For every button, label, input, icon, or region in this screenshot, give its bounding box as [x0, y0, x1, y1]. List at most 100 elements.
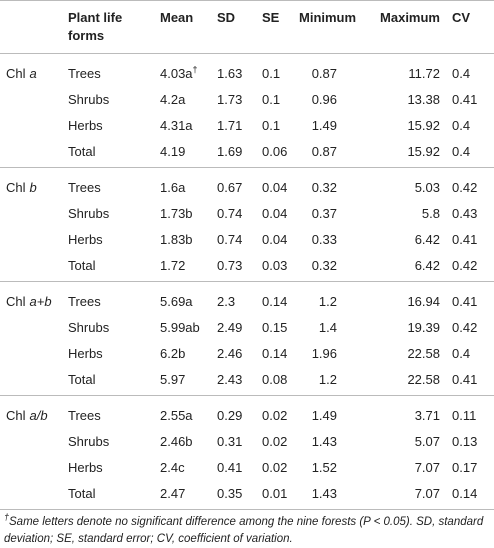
table-row: Shrubs 4.2a 1.73 0.1 0.96 13.38 0.41 — [0, 87, 494, 113]
group-label-cell — [0, 227, 62, 253]
value-cell: 4.03a† — [154, 53, 211, 87]
group-label-cell — [0, 253, 62, 282]
group-label-cell — [0, 429, 62, 455]
value-cell: 0.32 — [299, 167, 343, 201]
group-label-cell — [0, 315, 62, 341]
data-table: Plant life forms Mean SD SE Minimum Maximum CV… — [0, 0, 494, 509]
group-label-italic: b — [29, 180, 37, 195]
table-row: Chl b Trees 1.6a 0.67 0.04 0.32 5.03 0.42 — [0, 167, 494, 201]
table-row: Total 5.97 2.43 0.08 1.2 22.58 0.41 — [0, 367, 494, 396]
life-form: Herbs — [68, 346, 103, 361]
value-cell: 22.58 — [407, 346, 440, 361]
group-label-cell: Chl a+b — [0, 281, 62, 315]
life-form: Total — [68, 144, 96, 159]
value-cell: 0.37 — [311, 206, 337, 221]
group-label: Chl — [6, 66, 26, 81]
value-cell: 2.49 — [217, 320, 243, 335]
table-row: Herbs 1.83b 0.74 0.04 0.33 6.42 0.41 — [0, 227, 494, 253]
value-cell: 5.8 — [421, 206, 440, 221]
value-cell: 1.49 — [311, 118, 337, 133]
value-cell: 0.41 — [452, 372, 478, 387]
value-cell: 0.06 — [262, 144, 288, 159]
value-cell: 15.92 — [407, 118, 440, 133]
table-row: Herbs 4.31a 1.71 0.1 1.49 15.92 0.4 — [0, 113, 494, 139]
group-label-cell — [0, 481, 62, 509]
group-label-cell — [0, 113, 62, 139]
value-cell: 0.17 — [452, 460, 478, 475]
value-cell: 2.46 — [217, 346, 243, 361]
column-header: SD — [211, 0, 256, 54]
life-form: Total — [68, 372, 96, 387]
table-row: Chl a+b Trees 5.69a 2.3 0.14 1.2 16.94 0.41 — [0, 281, 494, 315]
value: 4.03a — [160, 66, 193, 81]
group-label: Chl — [6, 294, 26, 309]
life-form: Herbs — [68, 232, 103, 247]
header-cell — [0, 0, 62, 54]
value-cell: 0.67 — [211, 167, 256, 201]
life-form: Shrubs — [68, 92, 110, 107]
group-label-cell — [0, 201, 62, 227]
value-cell: 1.96 — [311, 346, 337, 361]
value-cell: 6.42 — [414, 258, 440, 273]
life-form: Shrubs — [68, 320, 110, 335]
group-label-cell: Chl a — [0, 53, 62, 87]
value-cell: 0.1 — [256, 53, 299, 87]
value-cell: 3.71 — [343, 395, 446, 429]
table-row: Chl a/b Trees 2.55a 0.29 0.02 1.49 3.71 0.11 — [0, 395, 494, 429]
value-cell: 11.72 — [343, 53, 446, 87]
life-form: Trees — [62, 395, 154, 429]
value-cell: 6.42 — [414, 232, 440, 247]
value-cell: 0.13 — [452, 434, 478, 449]
group-label-cell — [0, 139, 62, 168]
value-cell: 0.1 — [262, 118, 281, 133]
value-cell: 5.97 — [160, 372, 186, 387]
value-cell: 0.02 — [262, 460, 288, 475]
value-cell: 1.52 — [311, 460, 337, 475]
value-cell: 1.4 — [318, 320, 337, 335]
value-cell: 1.43 — [311, 486, 337, 501]
column-header: Maximum — [343, 0, 446, 54]
value-cell: 0.04 — [262, 206, 288, 221]
value-cell: 0.87 — [299, 53, 343, 87]
value-cell: 0.29 — [211, 395, 256, 429]
note-mark: † — [192, 64, 198, 75]
value-cell: 0.1 — [262, 92, 281, 107]
value-cell: 0.31 — [217, 434, 243, 449]
value-cell: 0.74 — [217, 232, 243, 247]
value-cell: 0.87 — [311, 144, 337, 159]
value-cell: 0.4 — [452, 144, 471, 159]
value-cell: 1.43 — [311, 434, 337, 449]
group-label: Chl — [6, 408, 26, 423]
column-header: CV — [446, 0, 494, 54]
value-cell: 2.47 — [160, 486, 186, 501]
value-cell: 22.58 — [407, 372, 440, 387]
value-cell: 4.19 — [160, 144, 186, 159]
column-header: SE — [256, 0, 299, 54]
value-cell: 0.42 — [446, 167, 494, 201]
footnote-mark: † — [4, 512, 10, 523]
value-cell: 0.43 — [452, 206, 478, 221]
group-label-italic: a — [29, 66, 37, 81]
value-cell: 1.83b — [160, 232, 193, 247]
value-cell: 0.15 — [262, 320, 288, 335]
value-cell: 5.99ab — [160, 320, 200, 335]
value-cell: 5.07 — [414, 434, 440, 449]
value-cell: 2.46b — [160, 434, 193, 449]
value-cell: 19.39 — [407, 320, 440, 335]
value-cell: 0.33 — [311, 232, 337, 247]
value-cell: 0.02 — [256, 395, 299, 429]
value-cell: 0.96 — [311, 92, 337, 107]
value-cell: 0.14 — [452, 486, 478, 501]
value-cell: 5.69a — [154, 281, 211, 315]
group-label-cell: Chl b — [0, 167, 62, 201]
value-cell: 2.55a — [154, 395, 211, 429]
value-cell: 2.43 — [217, 372, 243, 387]
value-cell: 4.31a — [160, 118, 193, 133]
value-cell: 1.6a — [154, 167, 211, 201]
value-cell: 15.92 — [407, 144, 440, 159]
life-form: Shrubs — [68, 206, 110, 221]
life-form: Trees — [62, 53, 154, 87]
table-row: Chl a Trees 4.03a† 1.63 0.1 0.87 11.72 0.4 — [0, 53, 494, 87]
value-cell: 2.4c — [160, 460, 185, 475]
value-cell: 1.73b — [160, 206, 193, 221]
